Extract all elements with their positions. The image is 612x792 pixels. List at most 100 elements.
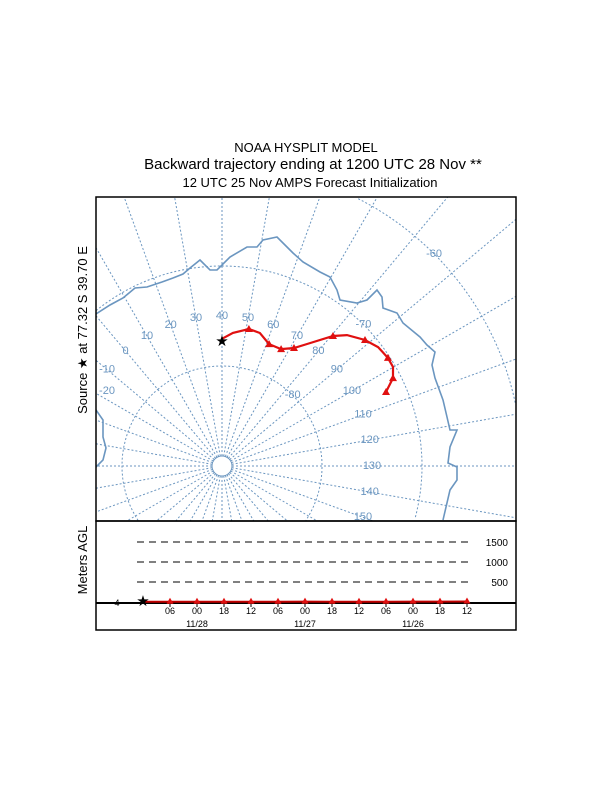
height-level-label: 1500 (486, 538, 509, 549)
hour-label: 18 (435, 606, 445, 616)
meridian-line (96, 392, 214, 462)
meridian-line (230, 470, 318, 521)
meridian-label: 90 (331, 364, 343, 376)
height-marker (247, 597, 255, 604)
meridian-line (96, 467, 213, 489)
height-level-label: 1000 (486, 558, 509, 569)
meridian-line (223, 475, 233, 521)
meridian-label: 20 (165, 319, 177, 331)
meridian-line (230, 295, 516, 462)
meridian-line (231, 468, 374, 521)
meridian-label: 130 (363, 460, 381, 472)
meridian-label: 120 (361, 434, 379, 446)
hour-label: 00 (192, 606, 202, 616)
hour-label: 00 (408, 606, 418, 616)
meridian-line (231, 358, 516, 464)
meridian-line (126, 470, 214, 521)
meridian-line (96, 419, 213, 464)
meridian-line (156, 472, 215, 521)
coastline (96, 236, 459, 521)
meridian-line (96, 315, 216, 459)
meridian-line (211, 475, 221, 521)
hour-label: 12 (246, 606, 256, 616)
meridian-label: 140 (361, 486, 379, 498)
meridian-line (96, 468, 213, 513)
meridian-line (96, 359, 215, 460)
height-marker (166, 597, 174, 604)
pole-circle (211, 455, 233, 477)
trajectory-marker (290, 344, 298, 351)
height-marker (382, 597, 390, 604)
meridian-label: 50 (242, 312, 254, 324)
height-marker (301, 597, 309, 604)
height-marker (409, 597, 417, 604)
height-marker (328, 597, 336, 604)
source-label: Source ★ at 77.32 S 39.70 E (75, 246, 90, 414)
meridian-line (224, 475, 243, 521)
meridian-label: 60 (267, 319, 279, 331)
title-line-2: Backward trajectory ending at 1200 UTC 2… (144, 156, 482, 173)
height-axis-label: Meters AGL (75, 526, 90, 595)
height-source-star-icon: ★ (136, 593, 149, 610)
parallel-label: -60 (426, 248, 442, 260)
hour-label: 12 (354, 606, 364, 616)
parallel-label: -70 (355, 319, 371, 331)
meridian-label: 80 (312, 345, 324, 357)
height-marker (463, 597, 471, 604)
hour-label: 18 (219, 606, 229, 616)
height-panel-frame (95, 520, 517, 631)
trajectory-marker (382, 388, 390, 395)
meridian-line (229, 218, 516, 460)
meridian-label: 100 (343, 385, 361, 397)
source-star-icon: ★ (215, 333, 228, 350)
meridian-label: -10 (99, 364, 115, 376)
meridian-line (229, 472, 288, 521)
trajectory-marker (244, 325, 253, 332)
meridian-label: 30 (190, 312, 202, 324)
parallel-label: -80 (285, 389, 301, 401)
trajectory-marker (389, 374, 397, 382)
date-label: 11/28 (186, 619, 208, 629)
height-marker (436, 597, 444, 604)
height-marker (220, 597, 228, 604)
trajectory-marker (329, 332, 337, 339)
map-frame (95, 196, 517, 522)
parallel-line (357, 198, 516, 404)
title-line-3: 12 UTC 25 Nov AMPS Forecast Initializati… (182, 175, 437, 190)
hour-label: 00 (300, 606, 310, 616)
trajectory-marker (277, 345, 286, 353)
meridian-line (96, 247, 218, 458)
meridian-label: 40 (216, 310, 228, 322)
meridian-line (226, 474, 255, 521)
height-panel: Meters AGL 4 1500 1000 500 06 00 18 12 06 00 18 1… (75, 520, 517, 631)
height-marker (355, 597, 363, 604)
meridian-label: 110 (354, 409, 372, 421)
meridian-label: 0 (123, 345, 129, 357)
start-height-label: 4 (114, 598, 119, 608)
hour-label: 12 (462, 606, 472, 616)
meridian-label: -20 (99, 385, 115, 397)
trajectory-markers (244, 325, 397, 395)
graticule (96, 197, 516, 521)
meridian-line (96, 443, 213, 465)
meridian-line (228, 197, 449, 459)
meridian-line (201, 475, 220, 521)
meridian-line (231, 467, 516, 519)
height-marker (274, 597, 282, 604)
hour-label: 06 (165, 606, 175, 616)
meridian-label: 10 (141, 330, 153, 342)
trajectory-marker (265, 340, 274, 348)
height-level-label: 500 (491, 578, 508, 589)
trajectory-line (220, 327, 395, 393)
date-label: 11/26 (402, 619, 424, 629)
meridian-label: 150 (354, 511, 372, 523)
hour-label: 06 (381, 606, 391, 616)
hour-label: 18 (327, 606, 337, 616)
meridian-line (231, 413, 516, 465)
trajectory-marker (361, 336, 369, 343)
hour-label: 06 (273, 606, 283, 616)
meridian-label: 70 (291, 330, 303, 342)
height-marker (193, 597, 201, 604)
title-line-1: NOAA HYSPLIT MODEL (234, 140, 378, 155)
